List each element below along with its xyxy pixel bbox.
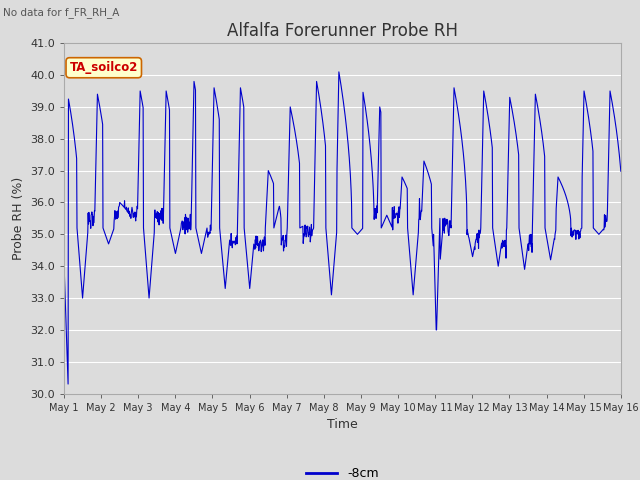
Text: No data for f_FR_RH_A: No data for f_FR_RH_A xyxy=(3,7,120,18)
Title: Alfalfa Forerunner Probe RH: Alfalfa Forerunner Probe RH xyxy=(227,22,458,40)
X-axis label: Time: Time xyxy=(327,418,358,431)
Text: TA_soilco2: TA_soilco2 xyxy=(70,61,138,74)
Y-axis label: Probe RH (%): Probe RH (%) xyxy=(12,177,25,260)
Legend: -8cm: -8cm xyxy=(301,462,384,480)
